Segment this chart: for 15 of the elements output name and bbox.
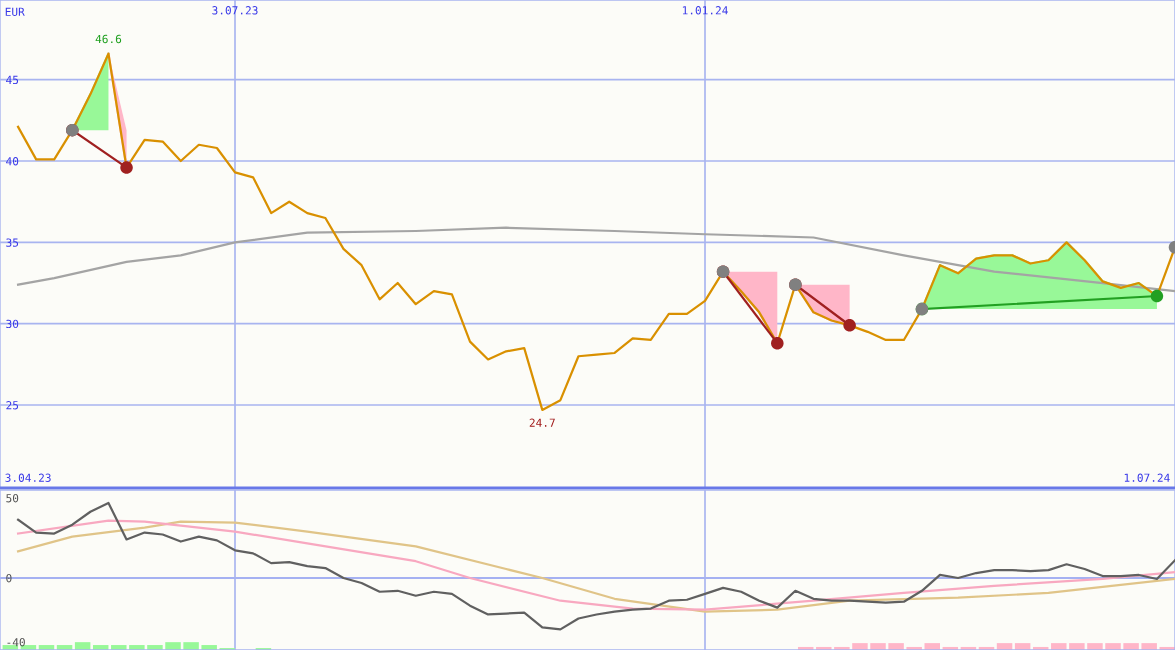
annotation: 24.7 xyxy=(529,418,555,427)
annotation: 3.04.23 xyxy=(5,473,51,482)
y-tick-label: 50 xyxy=(6,494,19,503)
y-tick-label: 0 xyxy=(6,574,12,583)
annotation: 1.07.24 xyxy=(1124,473,1170,482)
y-tick-label: 35 xyxy=(6,238,19,247)
y-tick-label: 40 xyxy=(6,157,19,166)
x-tick-label: 3.07.23 xyxy=(212,6,258,15)
annotation: 46.6 xyxy=(95,34,122,44)
y-tick-label: -40 xyxy=(7,638,25,647)
y-tick-label: 45 xyxy=(6,75,19,85)
y-axis-title: EUR xyxy=(5,7,25,16)
x-tick-label: 1.01.24 xyxy=(682,6,728,15)
y-tick-label: 25 xyxy=(6,401,19,410)
y-tick-label: 30 xyxy=(6,319,19,329)
